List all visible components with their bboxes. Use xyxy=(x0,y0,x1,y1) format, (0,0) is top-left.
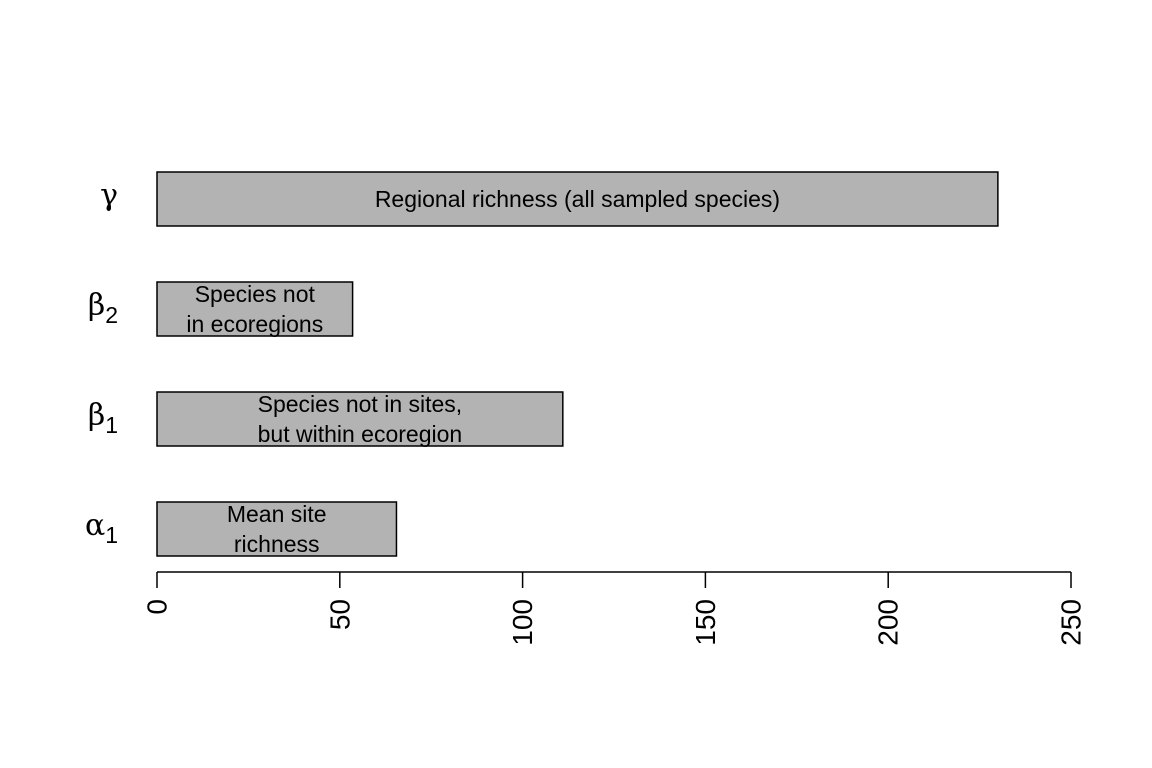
bar-alpha1 xyxy=(156,501,398,557)
bar-annotation-beta1-line1: Species not in sites, xyxy=(258,391,463,417)
bar-annotation-gamma-line1: Regional richness (all sampled species) xyxy=(375,186,780,212)
category-subscript: 1 xyxy=(105,522,118,548)
bar-annotation-beta1-line2: but within ecoregion xyxy=(258,421,463,447)
bar-beta2 xyxy=(156,281,354,337)
bar-annotation-beta2-line1: Species not xyxy=(195,281,316,307)
bar-gamma xyxy=(156,171,999,227)
x-axis: 0 50 100 150 200 250 xyxy=(142,571,1087,646)
bar-annotation-beta2-line2: in ecoregions xyxy=(186,311,323,337)
category-symbol: α xyxy=(85,508,105,543)
category-symbol: γ xyxy=(100,178,118,213)
category-subscript: 1 xyxy=(105,412,118,438)
bar-beta1 xyxy=(156,391,564,447)
category-label-beta1: β1 xyxy=(88,398,118,439)
bars-group: Mean site richness Species not in sites, bu… xyxy=(156,171,999,557)
x-tick-label-50: 50 xyxy=(324,599,355,630)
bar-annotation-alpha1-line2: richness xyxy=(234,531,320,557)
category-subscript: 2 xyxy=(105,302,118,328)
x-tick-label-250: 250 xyxy=(1056,599,1087,646)
x-tick-label-100: 100 xyxy=(507,599,538,646)
bar-annotation-alpha1-line1: Mean site xyxy=(227,501,327,527)
x-tick-label-150: 150 xyxy=(690,599,721,646)
x-tick-label-200: 200 xyxy=(873,599,904,646)
category-label-beta2: β2 xyxy=(88,288,118,329)
category-symbol: β xyxy=(88,288,105,323)
category-symbol: β xyxy=(88,398,105,433)
category-label-alpha1: α1 xyxy=(85,508,118,549)
category-label-gamma: γ xyxy=(100,178,118,213)
x-tick-label-0: 0 xyxy=(142,599,173,615)
